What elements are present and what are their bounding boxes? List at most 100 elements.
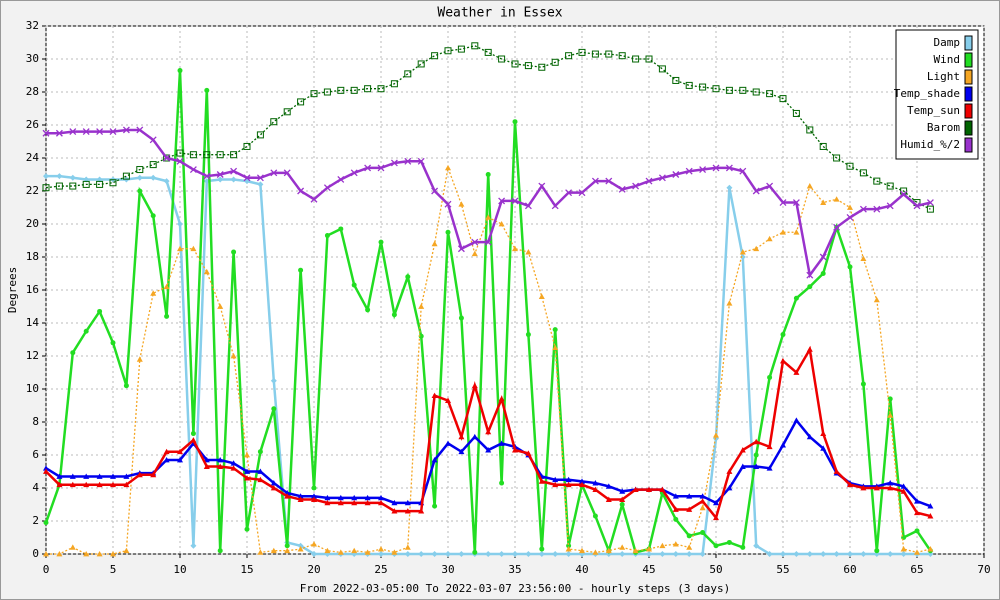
data-point	[833, 223, 841, 231]
data-point	[632, 547, 639, 554]
data-point	[431, 240, 438, 247]
y-tick-label: 6	[32, 448, 39, 461]
data-point	[257, 468, 264, 474]
data-point	[591, 177, 599, 185]
data-point	[43, 173, 49, 180]
data-point	[873, 177, 881, 185]
data-point	[846, 213, 854, 221]
data-point	[646, 546, 652, 552]
y-tick-label: 18	[26, 250, 39, 263]
x-tick-label: 20	[307, 563, 320, 576]
data-point	[605, 177, 613, 185]
data-point	[189, 151, 197, 159]
data-point	[297, 546, 304, 552]
data-point	[860, 381, 866, 387]
data-point	[417, 60, 425, 68]
data-point	[860, 255, 867, 262]
data-point	[150, 174, 157, 181]
data-point	[203, 463, 210, 469]
data-point	[552, 344, 559, 351]
data-point	[860, 485, 867, 491]
data-point	[471, 382, 478, 389]
legend-swatch	[964, 35, 973, 51]
data-point	[725, 164, 733, 172]
data-point	[391, 508, 398, 514]
data-point	[485, 428, 492, 435]
data-point	[793, 551, 800, 557]
y-tick-label: 26	[26, 118, 39, 131]
data-point	[753, 438, 760, 445]
data-point	[149, 136, 157, 144]
data-point	[726, 539, 732, 545]
data-point	[914, 528, 920, 534]
data-point	[56, 473, 63, 479]
data-point	[900, 190, 908, 198]
data-point	[659, 486, 666, 493]
data-point	[270, 547, 277, 554]
data-point	[619, 502, 625, 507]
data-point	[216, 151, 224, 159]
data-point	[471, 433, 478, 440]
data-point	[672, 171, 680, 178]
data-point	[109, 128, 117, 136]
legend-label: Barom	[927, 121, 960, 134]
data-point	[137, 188, 143, 194]
data-point	[217, 303, 224, 309]
data-point	[69, 544, 76, 550]
data-point	[927, 503, 934, 509]
data-point	[926, 199, 934, 207]
data-point	[391, 549, 398, 555]
data-point	[163, 178, 170, 185]
y-tick-label: 16	[26, 283, 39, 296]
data-point	[189, 166, 197, 174]
data-point	[123, 481, 130, 488]
data-point	[686, 544, 693, 550]
data-point	[458, 551, 465, 557]
data-point	[337, 175, 345, 183]
data-point	[659, 542, 666, 549]
data-point	[752, 88, 760, 96]
data-point	[753, 542, 760, 549]
data-point	[284, 493, 291, 499]
data-point	[525, 551, 532, 557]
data-point	[418, 551, 425, 557]
data-point	[377, 164, 385, 172]
data-point	[123, 473, 130, 479]
data-point	[257, 449, 263, 455]
data-point	[457, 45, 465, 53]
data-point	[525, 332, 531, 338]
data-point	[364, 549, 371, 555]
data-point	[686, 551, 693, 557]
data-point	[217, 456, 224, 463]
data-point	[900, 483, 907, 489]
data-point	[136, 471, 143, 478]
data-point	[591, 50, 599, 58]
data-point	[766, 182, 774, 190]
data-point	[887, 412, 894, 418]
data-point	[43, 468, 49, 474]
data-point	[618, 185, 626, 193]
data-point	[819, 142, 827, 150]
data-point	[525, 249, 532, 255]
data-point	[297, 496, 304, 502]
data-point	[364, 499, 371, 506]
data-point	[83, 328, 89, 334]
data-point	[846, 162, 854, 170]
data-point	[177, 68, 183, 74]
y-tick-label: 10	[26, 382, 39, 395]
data-point	[391, 499, 398, 506]
data-point	[874, 548, 880, 554]
data-point	[739, 249, 746, 255]
y-axis-label: Degrees	[6, 267, 19, 313]
data-point	[767, 374, 773, 380]
data-point	[672, 493, 679, 499]
data-point	[820, 445, 827, 451]
data-point	[311, 541, 317, 547]
data-point	[257, 181, 264, 188]
data-point	[163, 456, 170, 463]
data-point	[217, 463, 224, 469]
data-point	[578, 189, 586, 197]
data-point	[512, 245, 518, 252]
data-point	[605, 547, 612, 554]
data-point	[873, 485, 880, 491]
